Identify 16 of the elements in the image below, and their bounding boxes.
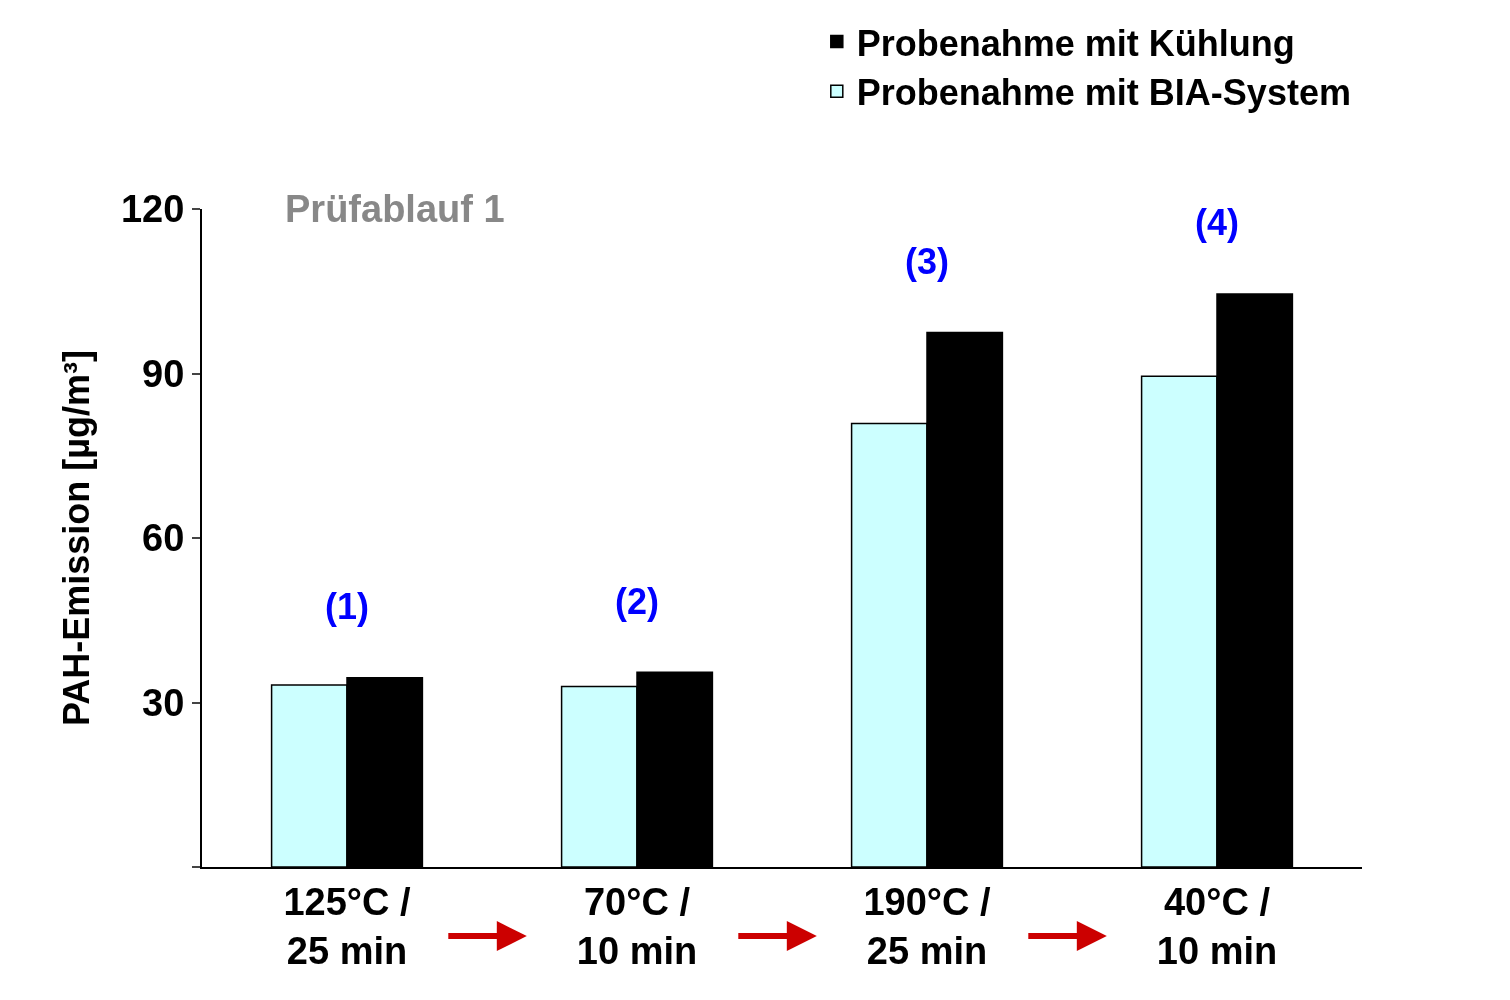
y-axis-title: PAH-Emission [µg/m³] [56, 349, 98, 727]
annotation: (3) [905, 241, 949, 282]
annotation: (4) [1195, 202, 1239, 243]
annotation: Prüfablauf 1 [285, 188, 505, 230]
x-tick-label: 190°C / 25 min [863, 880, 992, 972]
legend-label: Probenahme mit BIA-System [856, 72, 1351, 114]
y-tick-label: 60 [142, 517, 185, 560]
annotation: (2) [615, 581, 659, 622]
y-tick-label: 30 [142, 681, 185, 724]
x-tick-label: 125°C / 25 min [283, 880, 412, 972]
x-tick-label: 70°C / 10 min [576, 880, 698, 972]
y-tick-label: 120 [120, 188, 185, 231]
y-tick-label: 90 [142, 352, 185, 395]
legend-label: Probenahme mit Kühlung [856, 22, 1295, 64]
annotation: (1) [325, 586, 369, 627]
x-tick-label: 40°C / 10 min [1156, 880, 1278, 972]
